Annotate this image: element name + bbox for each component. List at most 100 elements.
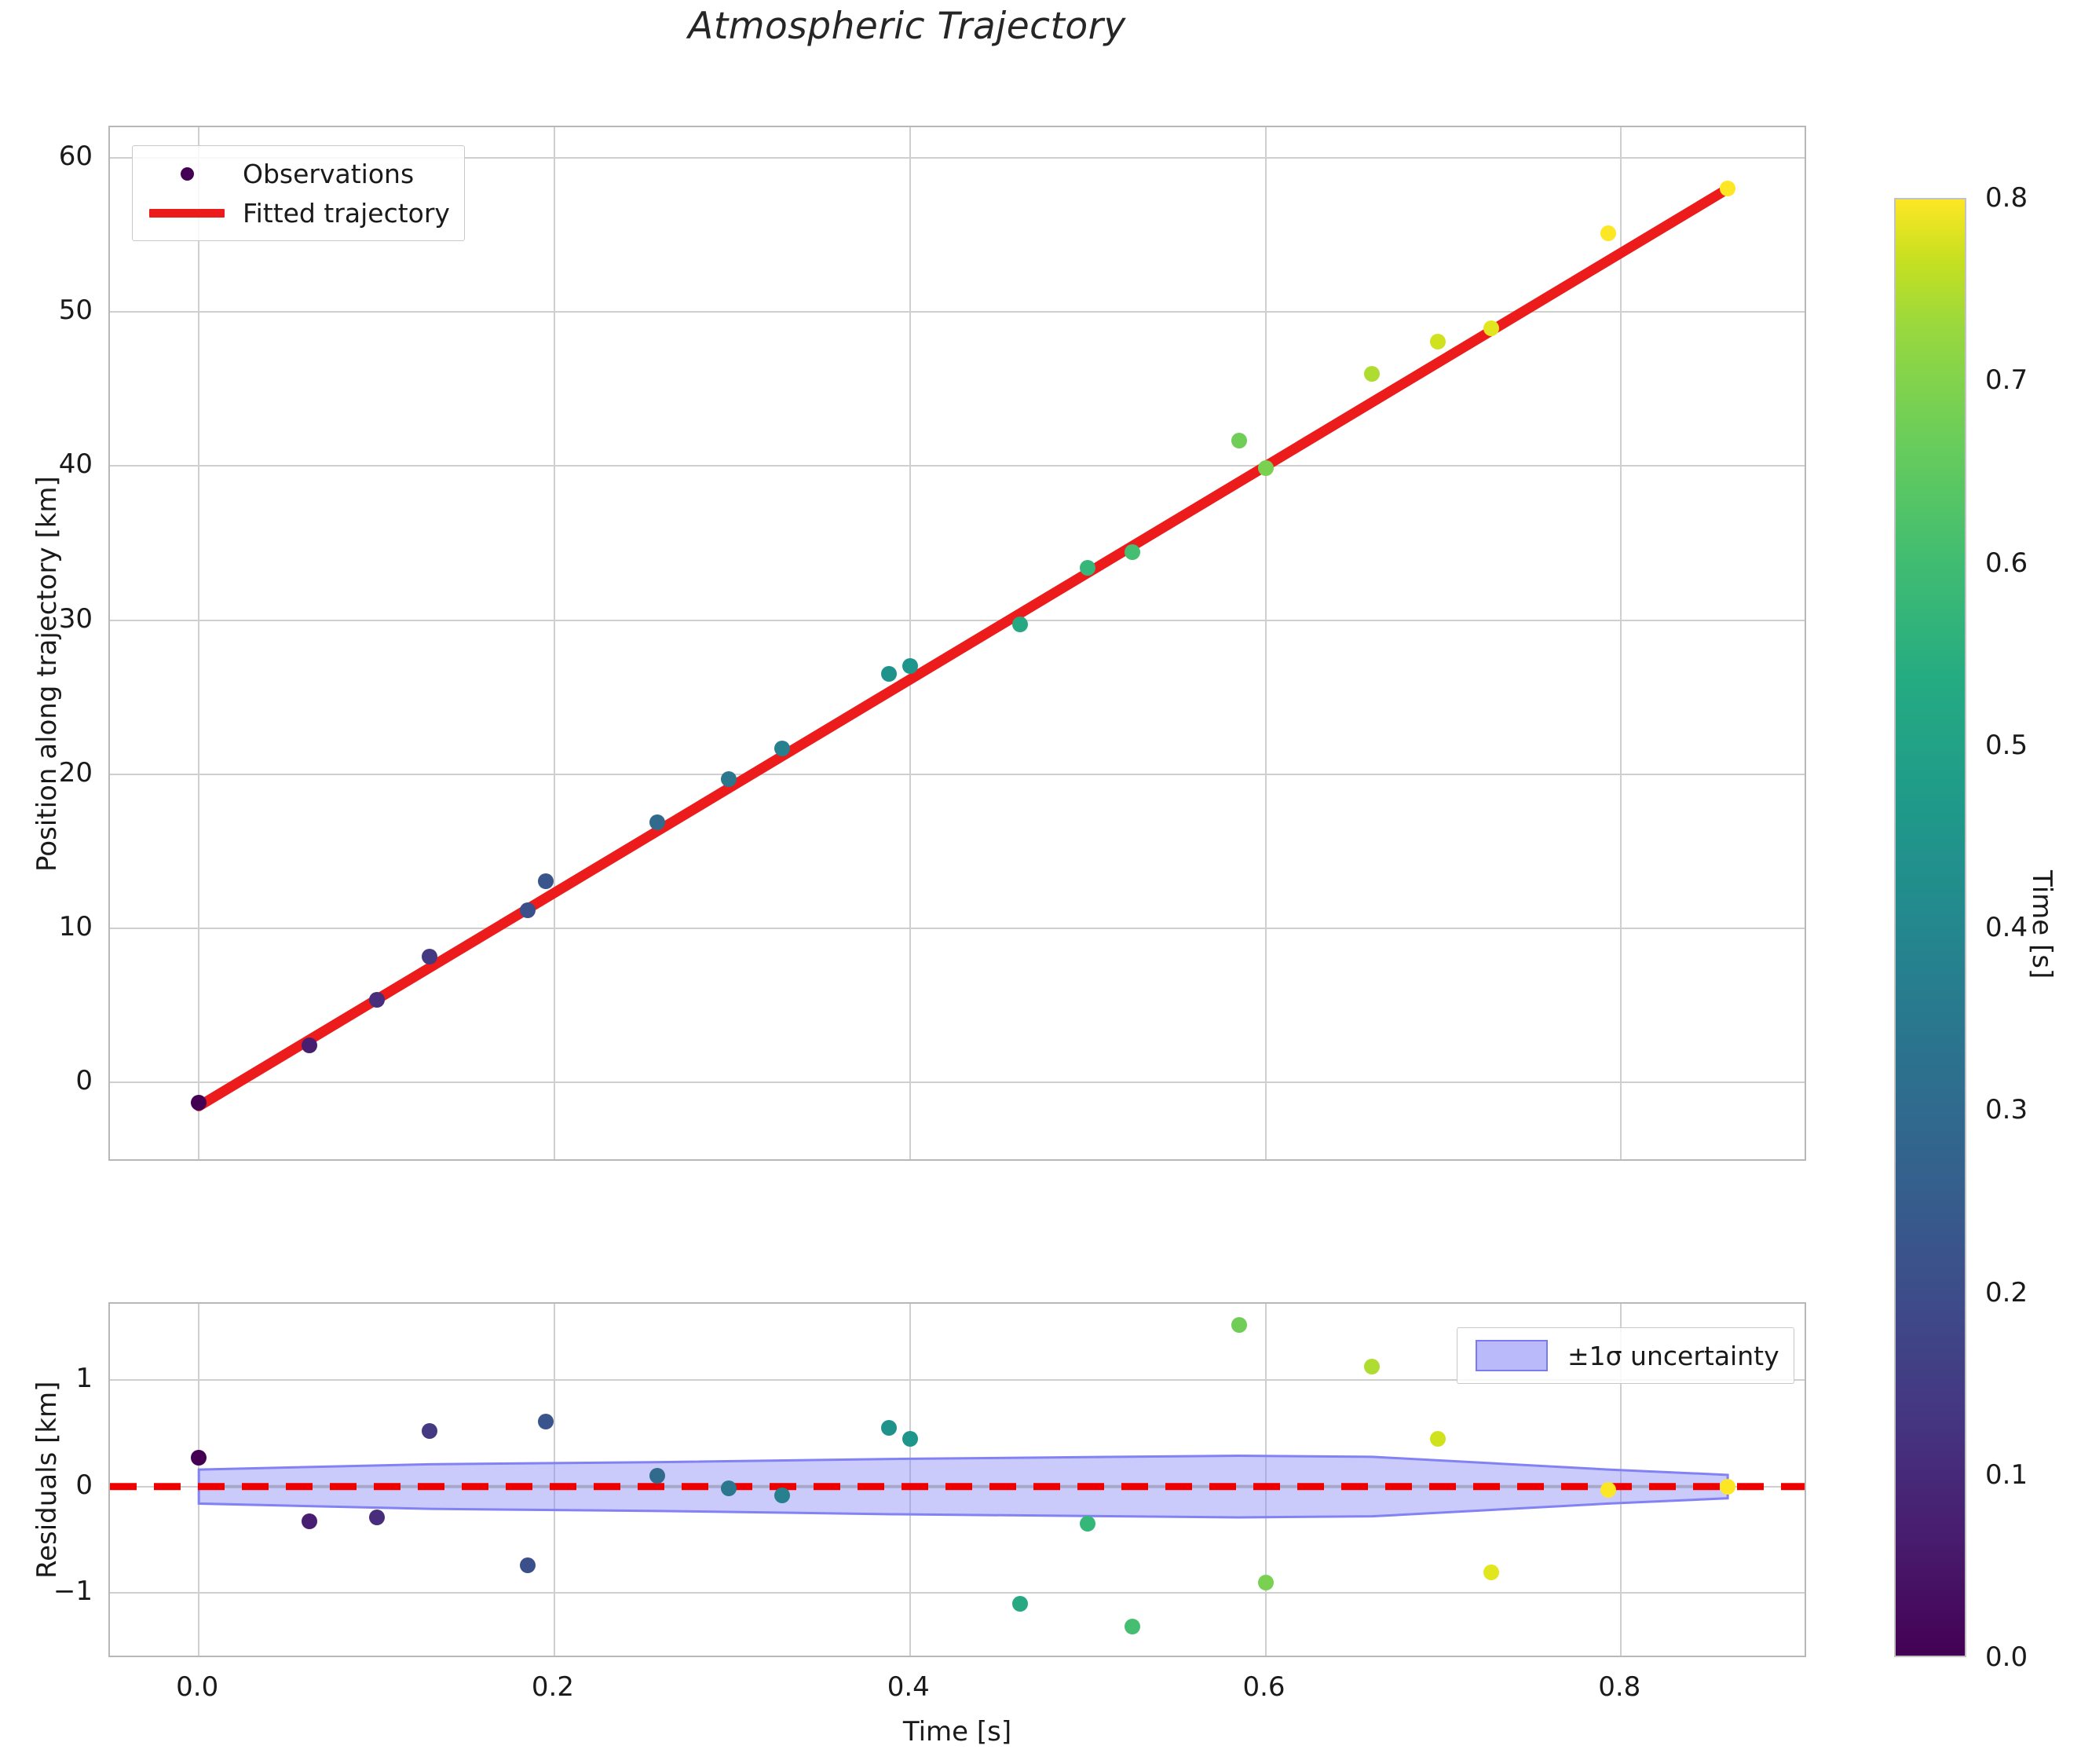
colorbar-tick-label: 0.1 xyxy=(1985,1458,2028,1491)
data-point xyxy=(1080,1516,1096,1532)
residuals-plot-axes xyxy=(108,1302,1806,1657)
gridline-vertical xyxy=(909,127,911,1159)
data-point xyxy=(520,902,536,919)
data-point xyxy=(720,770,737,787)
y-tick-label: 60 xyxy=(58,141,93,173)
gridline-horizontal xyxy=(110,927,1805,929)
data-point xyxy=(1483,1565,1500,1581)
gridline-horizontal xyxy=(110,311,1805,313)
data-point xyxy=(649,814,666,830)
data-point xyxy=(368,992,385,1008)
legend-row-fitted: Fitted trajectory xyxy=(144,193,450,232)
gridline-horizontal xyxy=(110,773,1805,775)
colorbar xyxy=(1894,198,1966,1657)
colorbar-tick-label: 0.4 xyxy=(1985,912,2028,943)
gridline-horizontal xyxy=(110,1379,1805,1382)
data-point xyxy=(422,1423,438,1440)
data-point xyxy=(1430,1430,1446,1447)
x-tick-label: 0.6 xyxy=(1242,1671,1286,1703)
data-point xyxy=(301,1513,317,1530)
data-point xyxy=(422,949,438,965)
main-plot-legend: Observations Fitted trajectory xyxy=(132,145,465,241)
gridline-horizontal xyxy=(110,619,1805,621)
data-point xyxy=(191,1094,207,1111)
data-point xyxy=(1364,1358,1381,1374)
data-point xyxy=(720,1480,737,1497)
residuals-plot-legend: ±1σ uncertainty xyxy=(1457,1327,1794,1384)
gridline-vertical xyxy=(1264,127,1267,1159)
x-tick-label: 0.0 xyxy=(176,1671,219,1703)
x-tick-label: 0.4 xyxy=(887,1671,930,1703)
legend-label-observations: Observations xyxy=(243,158,415,189)
data-point xyxy=(1600,225,1617,242)
gridline-horizontal xyxy=(110,157,1805,159)
data-point xyxy=(1720,1478,1736,1495)
gridline-horizontal xyxy=(110,465,1805,467)
colorbar-tick-label: 0.5 xyxy=(1985,729,2028,761)
y-tick-label: 50 xyxy=(58,295,93,327)
colorbar-tick-label: 0.7 xyxy=(1985,364,2028,397)
residuals-plot-area xyxy=(110,1304,1805,1656)
gridline-vertical xyxy=(198,127,200,1159)
gridline-vertical xyxy=(1620,1304,1622,1656)
gridline-vertical xyxy=(553,127,555,1159)
colorbar-tick-label: 0.0 xyxy=(1985,1641,2028,1673)
data-point xyxy=(1231,433,1247,449)
data-point xyxy=(537,1414,554,1430)
x-tick-label: 0.2 xyxy=(531,1671,574,1703)
data-point xyxy=(902,658,918,675)
data-point xyxy=(1600,1481,1617,1498)
data-point xyxy=(1012,1595,1029,1612)
data-point xyxy=(1257,1574,1274,1590)
colorbar-label: Time [s] xyxy=(2026,870,2057,979)
gridline-vertical xyxy=(909,1304,911,1656)
data-point xyxy=(1012,616,1029,632)
data-point xyxy=(368,1510,385,1525)
residuals-plot-vector-layer xyxy=(110,1455,1805,1519)
legend-row-uncertainty: ±1σ uncertainty xyxy=(1468,1336,1779,1375)
gridline-vertical xyxy=(1620,127,1622,1159)
data-point xyxy=(1483,320,1500,336)
legend-label-fitted: Fitted trajectory xyxy=(243,197,450,229)
data-point xyxy=(1124,544,1140,561)
data-point xyxy=(1257,460,1274,477)
legend-row-observations: Observations xyxy=(144,154,450,193)
main-y-axis-label: Position along trajectory [km] xyxy=(31,476,63,872)
legend-label-uncertainty: ±1σ uncertainty xyxy=(1567,1340,1779,1371)
uncertainty-band-icon xyxy=(1468,1340,1555,1371)
data-point xyxy=(880,1420,897,1436)
data-point xyxy=(774,1487,790,1503)
colorbar-tick-label: 0.6 xyxy=(1985,547,2028,579)
data-point xyxy=(301,1037,317,1053)
y-tick-label: 30 xyxy=(58,602,93,635)
y-tick-label: 1 xyxy=(75,1363,93,1395)
data-point xyxy=(1364,365,1381,382)
gridline-horizontal xyxy=(110,1081,1805,1083)
colorbar-tick-label: 0.2 xyxy=(1985,1276,2028,1308)
data-point xyxy=(520,1557,536,1573)
data-point xyxy=(880,666,897,683)
data-point xyxy=(191,1450,207,1466)
fitted-line-icon xyxy=(144,208,230,218)
data-point xyxy=(537,873,554,890)
data-point xyxy=(1124,1619,1140,1635)
y-tick-label: 10 xyxy=(58,910,93,942)
y-tick-label: 0 xyxy=(75,1065,93,1096)
gridline-horizontal xyxy=(110,1592,1805,1594)
colorbar-tick-label: 0.8 xyxy=(1985,182,2028,214)
data-point xyxy=(1430,333,1446,350)
main-plot-vector-layer xyxy=(193,183,1733,1111)
main-plot-axes xyxy=(108,126,1806,1161)
y-tick-label: −1 xyxy=(53,1576,93,1608)
colorbar-tick-label: 0.3 xyxy=(1985,1094,2028,1126)
y-tick-label: 20 xyxy=(58,756,93,789)
observations-marker-icon xyxy=(144,167,230,181)
data-point xyxy=(1080,559,1096,576)
gridline-vertical xyxy=(1264,1304,1267,1656)
data-point xyxy=(1720,181,1736,197)
main-plot-area xyxy=(110,127,1805,1159)
y-tick-label: 0 xyxy=(75,1469,93,1501)
y-tick-label: 40 xyxy=(58,448,93,481)
data-point xyxy=(774,741,790,757)
